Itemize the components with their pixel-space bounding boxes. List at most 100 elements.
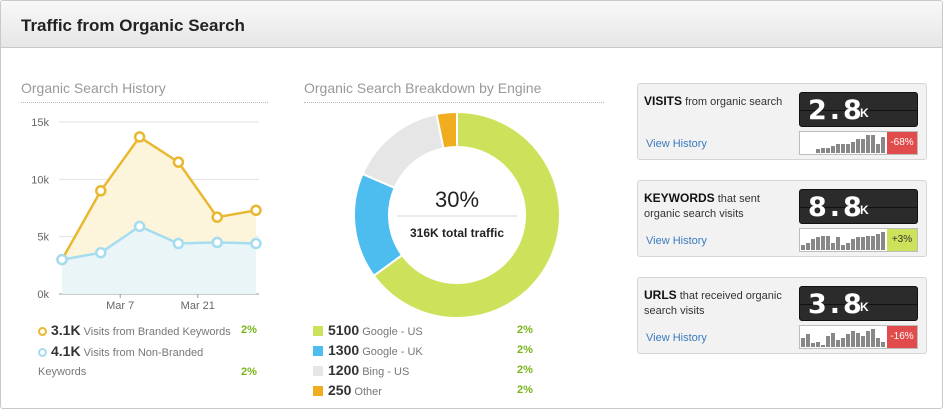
data-point[interactable] xyxy=(133,131,146,143)
y-tick-label: 5k xyxy=(37,232,49,244)
engine-value: 1300 xyxy=(328,342,360,358)
series-line xyxy=(61,224,257,261)
data-point[interactable] xyxy=(250,204,262,217)
metric-label-rest: that received organic search visits xyxy=(644,290,782,317)
spark-bar xyxy=(836,340,840,347)
spark-bar xyxy=(866,135,870,153)
engine-value: 250 xyxy=(328,382,352,398)
sparkline-bars xyxy=(801,329,885,347)
engine-value: 5100 xyxy=(328,322,360,338)
engine-swatch-icon xyxy=(313,326,323,336)
breakdown-title: Organic Search Breakdown by Engine xyxy=(304,80,604,103)
spark-bar xyxy=(881,232,885,250)
spark-bar xyxy=(866,236,870,250)
engine-swatch-icon xyxy=(313,386,323,396)
spark-bar xyxy=(801,338,805,347)
y-tick-label: 15k xyxy=(31,117,49,129)
donut-slice[interactable] xyxy=(361,112,445,190)
spark-bar xyxy=(831,146,835,153)
data-point[interactable] xyxy=(133,220,146,233)
engine-swatch-icon xyxy=(313,366,323,376)
spark-bar xyxy=(821,236,825,250)
metric-sparkline: -68% xyxy=(799,131,918,155)
engine-donut-chart: 30% 316K total traffic xyxy=(353,110,561,319)
spark-bar xyxy=(846,144,850,153)
metric-label-rest: that sent organic search visits xyxy=(644,193,760,220)
spark-bar xyxy=(826,236,830,250)
donut-slice[interactable] xyxy=(372,110,561,319)
spark-bar xyxy=(841,245,845,250)
data-point[interactable] xyxy=(211,236,223,249)
metric-label-bold: URLS xyxy=(644,288,677,302)
spark-bar xyxy=(816,149,820,153)
spark-bar xyxy=(851,239,855,250)
spark-bar xyxy=(801,245,805,250)
spark-bar xyxy=(831,243,835,250)
nonbranded-dot-icon xyxy=(38,348,47,357)
donut-slice[interactable] xyxy=(435,110,458,150)
engine-legend-row: 250 Other 2% xyxy=(313,382,538,398)
metric-digits: 3.8 xyxy=(808,289,865,320)
metric-counter: 8.8 K xyxy=(799,189,918,224)
spark-bar xyxy=(881,137,885,153)
view-history-link[interactable]: View History xyxy=(646,138,707,150)
engine-value: 1200 xyxy=(328,362,360,378)
metric-digits: 8.8 xyxy=(808,192,865,223)
engine-pct: 2% xyxy=(517,324,533,336)
metric-label-bold: VISITS xyxy=(644,94,683,108)
spark-bar xyxy=(876,338,880,347)
data-point[interactable] xyxy=(95,185,107,197)
nonbranded-label: Visits from Non-Branded xyxy=(83,347,204,359)
y-tick-label: 10k xyxy=(31,174,49,186)
metric-counter: 2.8 K xyxy=(799,92,918,127)
nonbranded-value: 4.1K xyxy=(51,343,81,359)
data-point[interactable] xyxy=(172,237,185,250)
nonbranded-label-cont: Keywords xyxy=(38,366,87,378)
spark-bar xyxy=(871,135,875,153)
spark-bar xyxy=(851,142,855,153)
metric-change-badge: +3% xyxy=(887,229,917,251)
spark-bar xyxy=(866,331,870,347)
spark-bar xyxy=(826,336,830,347)
metric-label-rest: from organic search xyxy=(682,96,783,108)
series-line xyxy=(60,135,257,261)
sparkline-bars xyxy=(801,232,885,250)
data-point[interactable] xyxy=(211,211,223,223)
nonbranded-pct: 2% xyxy=(241,366,257,378)
x-tick-label: Mar 7 xyxy=(106,300,134,312)
legend-branded: 3.1K Visits from Branded Keywords 2% xyxy=(38,322,263,338)
metric-unit: K xyxy=(860,106,869,120)
data-point[interactable] xyxy=(95,246,107,259)
spark-bar xyxy=(806,243,810,250)
spark-bar xyxy=(861,336,865,347)
metric-card-visits: VISITS from organic search View History 2.… xyxy=(637,83,927,160)
spark-bar xyxy=(826,148,830,153)
donut-center-value: 30% xyxy=(435,187,479,212)
metric-change-badge: -68% xyxy=(887,132,917,154)
spark-bar xyxy=(876,144,880,153)
data-point[interactable] xyxy=(56,253,68,266)
view-history-link[interactable]: View History xyxy=(646,235,707,247)
data-point[interactable] xyxy=(250,237,262,250)
legend-nonbranded: 4.1K Visits from Non-Branded xyxy=(38,343,263,359)
engine-legend-row: 1300 Google - UK 2% xyxy=(313,342,538,358)
branded-dot-icon xyxy=(38,327,47,336)
branded-pct: 2% xyxy=(241,324,257,336)
metric-card-keywords: KEYWORDS that sent organic search visits… xyxy=(637,180,927,257)
metric-unit: K xyxy=(860,203,869,217)
sparkline-bars xyxy=(816,135,885,153)
spark-bar xyxy=(861,237,865,250)
spark-bar xyxy=(881,342,885,347)
donut-slice[interactable] xyxy=(353,172,404,278)
spark-bar xyxy=(876,234,880,250)
branded-label: Visits from Branded Keywords xyxy=(83,326,231,338)
spark-bar xyxy=(836,237,840,250)
data-point[interactable] xyxy=(172,156,185,168)
spark-bar xyxy=(811,343,815,347)
history-title: Organic Search History xyxy=(21,80,268,103)
view-history-link[interactable]: View History xyxy=(646,332,707,344)
legend-nonbranded-line2: Keywords 2% xyxy=(38,366,263,378)
metric-digits: 2.8 xyxy=(808,95,865,126)
spark-bar xyxy=(856,333,860,347)
